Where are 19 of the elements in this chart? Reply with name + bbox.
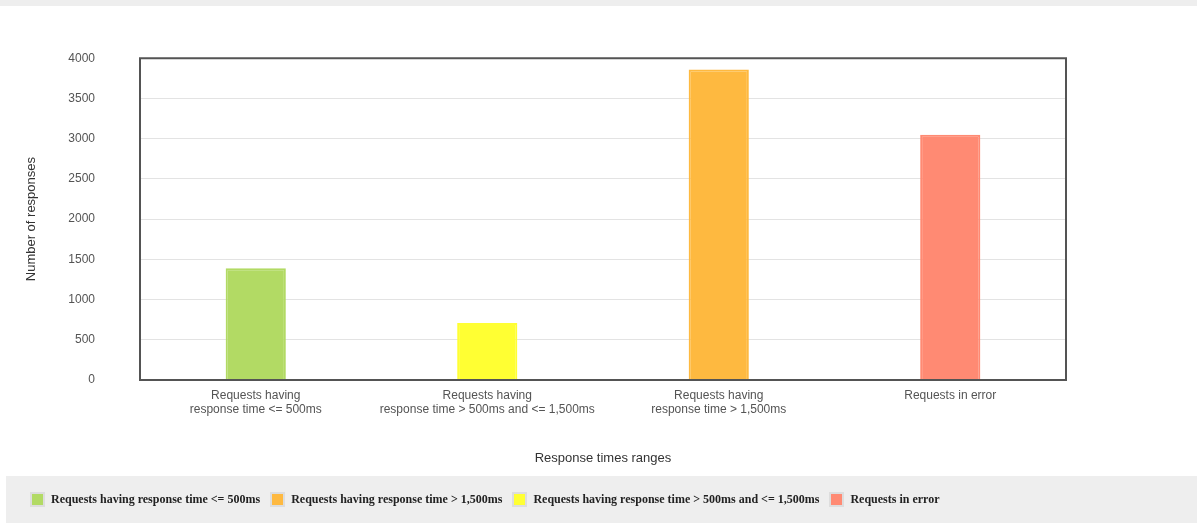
- y-tick-label: 0: [88, 372, 96, 387]
- x-tick-label: Requests having response time <= 500ms: [189, 387, 322, 416]
- y-tick-label: 2500: [68, 171, 96, 186]
- legend-label: Requests in error: [850, 492, 940, 507]
- y-tick-label: 4000: [68, 50, 96, 65]
- x-tick-label: Requests having response time > 1,500ms: [651, 387, 787, 416]
- y-tick-label: 3000: [68, 130, 96, 145]
- y-axis-title: Number of responses: [23, 156, 39, 282]
- y-tick-label: 1500: [68, 251, 96, 266]
- x-tick-label: Requests in error: [904, 387, 997, 402]
- x-tick-label: Requests having response time > 500ms and <= 1,500ms: [379, 387, 595, 416]
- legend-label: Requests having response time <= 500ms: [51, 492, 261, 507]
- x-axis-title: Response times ranges: [534, 449, 672, 465]
- y-tick-label: 500: [74, 332, 96, 347]
- legend-label: Requests having response time > 1,500ms: [291, 492, 503, 507]
- y-tick-label: 1000: [68, 291, 96, 306]
- y-tick-label: 2000: [68, 211, 96, 226]
- legend-label: Requests having response time > 500ms and <= 1,500ms: [533, 492, 820, 507]
- y-tick-label: 3500: [68, 90, 96, 105]
